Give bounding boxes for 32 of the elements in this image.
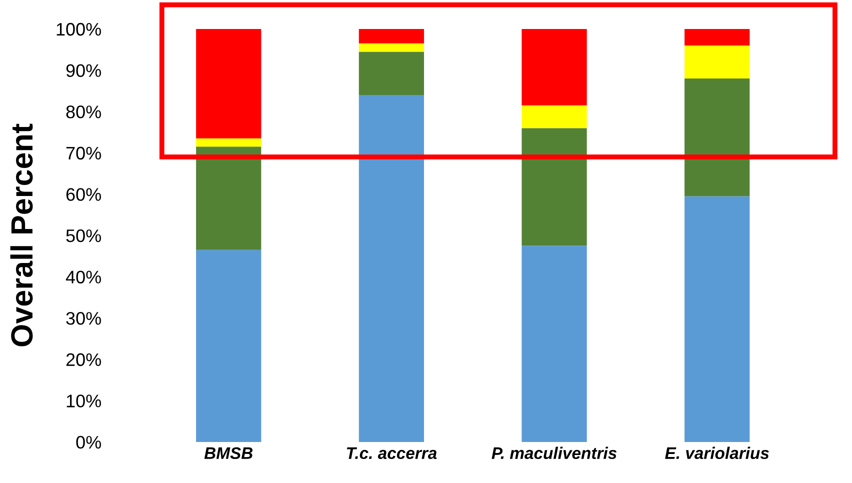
bar [196,250,262,442]
bar [358,52,424,96]
bar [358,95,424,442]
bar [684,196,750,442]
y-tick-label: 40% [66,270,101,284]
bar [196,146,262,250]
bar [522,105,587,128]
bar [684,78,750,196]
x-tick-label: E. variolarius [665,446,769,460]
y-tick-label: 0% [76,436,101,449]
y-tick-label: 60% [66,188,101,201]
y-tick-label: 20% [66,353,101,366]
bar [358,43,424,52]
bar [684,46,750,79]
bar [196,138,262,147]
y-tick-label: 100% [56,22,101,36]
x-tick-label: BMSB [204,447,253,460]
y-tick-label: 50% [66,229,101,242]
y-axis-title: Overall Percent [10,124,33,346]
bar [522,128,587,246]
bar [196,28,262,138]
bar [522,246,587,442]
y-tick-label: 70% [66,146,101,160]
y-tick-label: 90% [66,64,101,77]
x-tick-label: T.c. accerra [346,447,437,460]
y-tick-label: 30% [66,312,101,325]
bar [684,28,750,46]
x-tick-label: P. maculiventris [492,446,617,460]
y-tick-label: 10% [66,394,101,408]
y-tick-label: 80% [66,106,101,118]
bar [522,28,587,106]
bar [358,28,424,44]
